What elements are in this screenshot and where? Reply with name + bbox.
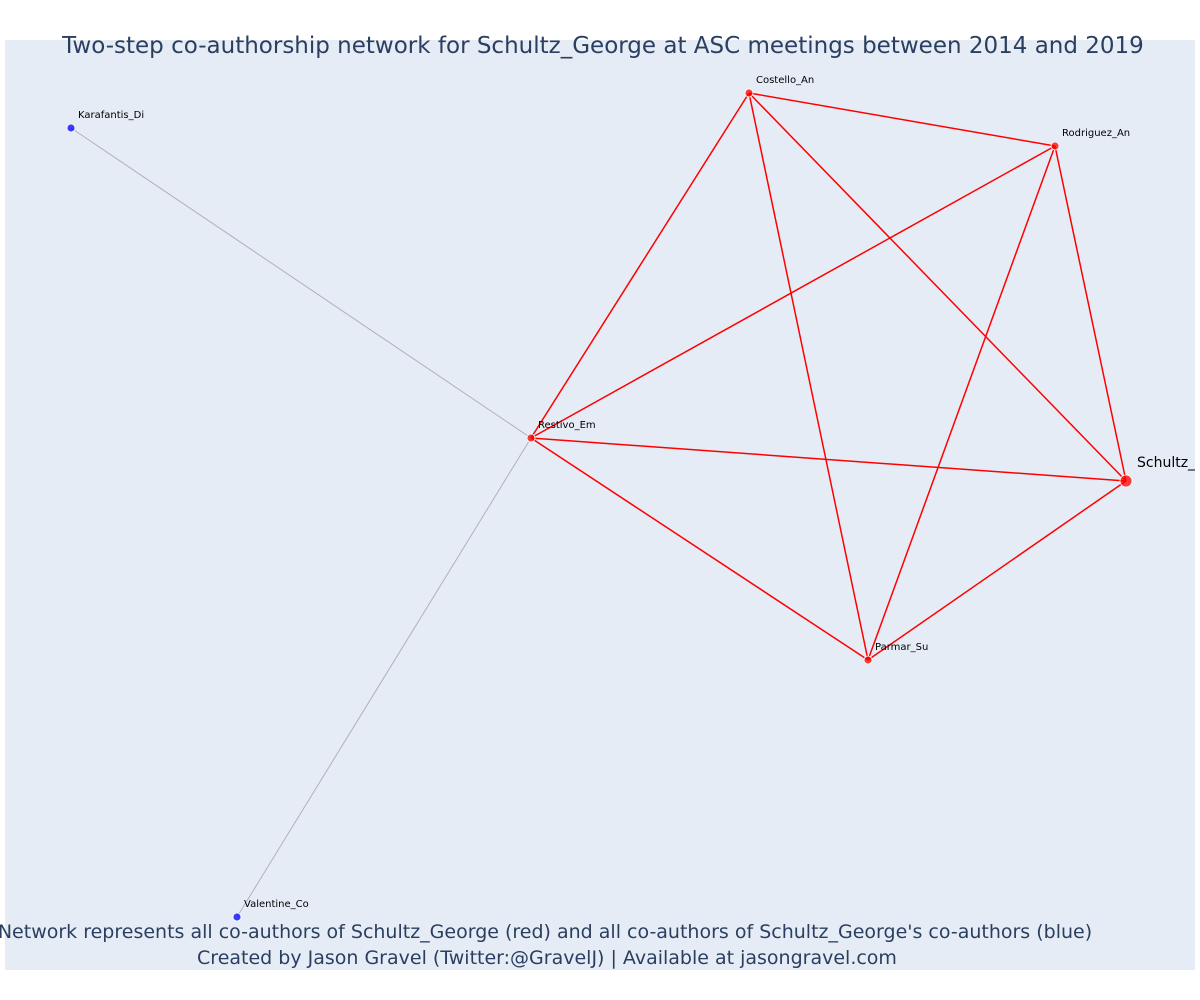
- node-label-valentine-co: Valentine_Co: [244, 899, 309, 910]
- node-rodriguez-an[interactable]: [1050, 141, 1060, 151]
- edge-rodriguez-an-parmar-su: [867, 145, 1056, 661]
- figure-caption-line1: Network represents all co-authors of Sch…: [0, 921, 1092, 943]
- node-label-rodriguez-an: Rodriguez_An: [1062, 128, 1130, 139]
- network-labels: Schultz_George Costello_An Rodriguez_An Res…: [78, 75, 1200, 910]
- edge-rodriguez-an-restivo-em: [530, 145, 1056, 439]
- node-label-parmar-su: Parmar_Su: [875, 642, 928, 653]
- network-edges: [70, 92, 1127, 918]
- figure-caption-line2: Created by Jason Gravel (Twitter:@Gravel…: [197, 947, 897, 969]
- edge-restivo-em-valentine-co: [236, 437, 532, 918]
- node-karafantis-di[interactable]: [66, 123, 76, 133]
- node-label-schultz-george: Schultz_George: [1137, 455, 1200, 471]
- edge-restivo-em-schultz-george: [530, 437, 1127, 482]
- plot-background: [5, 40, 1195, 970]
- edge-restivo-em-karafantis-di: [70, 127, 532, 439]
- figure-title: Two-step co-authorship network for Schul…: [61, 33, 1144, 59]
- node-label-karafantis-di: Karafantis_Di: [78, 110, 144, 121]
- node-label-restivo-em: Restivo_Em: [538, 420, 596, 431]
- edge-costello-an-schultz-george: [748, 92, 1127, 482]
- edge-costello-an-restivo-em: [530, 92, 750, 439]
- node-costello-an[interactable]: [744, 88, 754, 98]
- edge-rodriguez-an-schultz-george: [1054, 145, 1127, 482]
- edge-costello-an-parmar-su: [748, 92, 869, 661]
- edge-restivo-em-parmar-su: [530, 437, 869, 661]
- node-valentine-co[interactable]: [232, 912, 242, 922]
- node-schultz-george[interactable]: [1119, 474, 1133, 488]
- edge-parmar-su-schultz-george: [867, 480, 1127, 661]
- node-label-costello-an: Costello_An: [756, 75, 814, 86]
- node-restivo-em[interactable]: [526, 433, 536, 443]
- node-parmar-su[interactable]: [863, 655, 873, 665]
- edge-costello-an-rodriguez-an: [748, 92, 1056, 147]
- network-nodes: [66, 88, 1133, 922]
